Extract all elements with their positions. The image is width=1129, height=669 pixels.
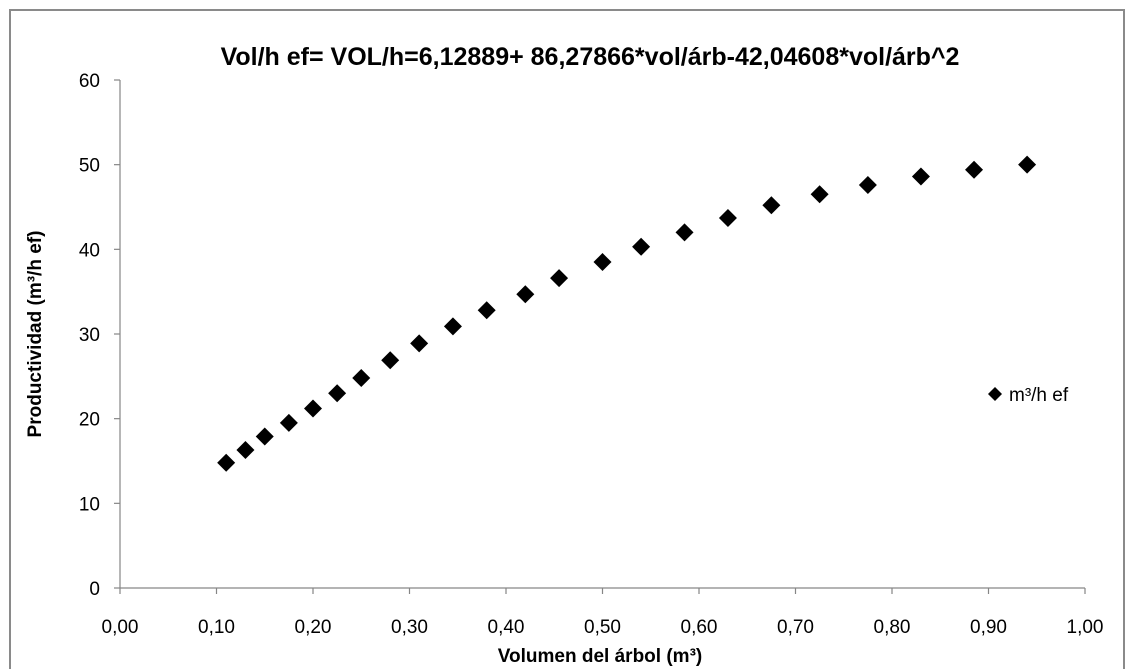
y-tick-marks: 0 10 20 30 40 50 60 bbox=[79, 71, 120, 600]
x-tick-label: 0,50 bbox=[584, 617, 621, 638]
x-tick-label: 0,40 bbox=[488, 617, 525, 638]
x-tick-label: 0,90 bbox=[970, 617, 1007, 638]
x-tick-label: 0,00 bbox=[102, 617, 139, 638]
data-points bbox=[217, 155, 1037, 472]
data-point bbox=[593, 253, 612, 272]
legend: m³/h ef bbox=[988, 385, 1069, 406]
legend-label: m³/h ef bbox=[1009, 385, 1069, 406]
x-tick-label: 0,10 bbox=[198, 617, 235, 638]
data-point bbox=[279, 413, 298, 432]
x-tick-label: 0,70 bbox=[777, 617, 814, 638]
data-point bbox=[550, 269, 569, 288]
y-tick-label: 30 bbox=[79, 325, 100, 346]
x-axis-label: Volumen del árbol (m³) bbox=[498, 646, 702, 667]
data-point bbox=[381, 351, 400, 370]
data-point bbox=[675, 223, 694, 242]
chart-title: Vol/h ef= VOL/h=6,12889+ 86,27866*vol/ár… bbox=[221, 43, 960, 71]
y-tick-label: 60 bbox=[79, 71, 100, 92]
data-point bbox=[858, 175, 877, 194]
data-point bbox=[911, 167, 930, 186]
data-point bbox=[304, 399, 322, 418]
data-point bbox=[217, 453, 236, 472]
x-tick-label: 0,30 bbox=[391, 617, 428, 638]
data-point bbox=[718, 209, 737, 228]
data-point bbox=[965, 160, 984, 179]
x-tick-label: 0,60 bbox=[681, 617, 718, 638]
x-tick-label: 0,20 bbox=[295, 617, 332, 638]
y-tick-label: 10 bbox=[79, 494, 100, 515]
data-point bbox=[1018, 155, 1037, 174]
y-tick-label: 50 bbox=[79, 156, 100, 177]
data-point bbox=[236, 440, 255, 459]
chart-frame bbox=[9, 9, 1125, 669]
data-point bbox=[516, 285, 535, 304]
data-point bbox=[410, 334, 429, 353]
data-point bbox=[352, 369, 371, 388]
data-point bbox=[810, 185, 829, 204]
legend-marker-diamond-icon bbox=[988, 387, 1002, 401]
data-point bbox=[328, 384, 347, 403]
x-tick-label: 0,80 bbox=[874, 617, 911, 638]
y-axis-label: Productividad (m³/h ef) bbox=[25, 231, 46, 438]
y-tick-label: 20 bbox=[79, 410, 100, 431]
data-point bbox=[255, 427, 274, 446]
data-point bbox=[762, 196, 781, 215]
y-tick-label: 0 bbox=[89, 579, 100, 600]
y-tick-label: 40 bbox=[79, 240, 100, 261]
x-tick-label: 1,00 bbox=[1067, 617, 1104, 638]
data-point bbox=[477, 301, 496, 320]
data-point bbox=[632, 237, 651, 256]
data-point bbox=[443, 317, 462, 336]
x-tick-marks: 0,00 0,10 0,20 0,30 0,40 0,50 0,60 0,70 0,80 0,90… bbox=[102, 588, 1104, 638]
